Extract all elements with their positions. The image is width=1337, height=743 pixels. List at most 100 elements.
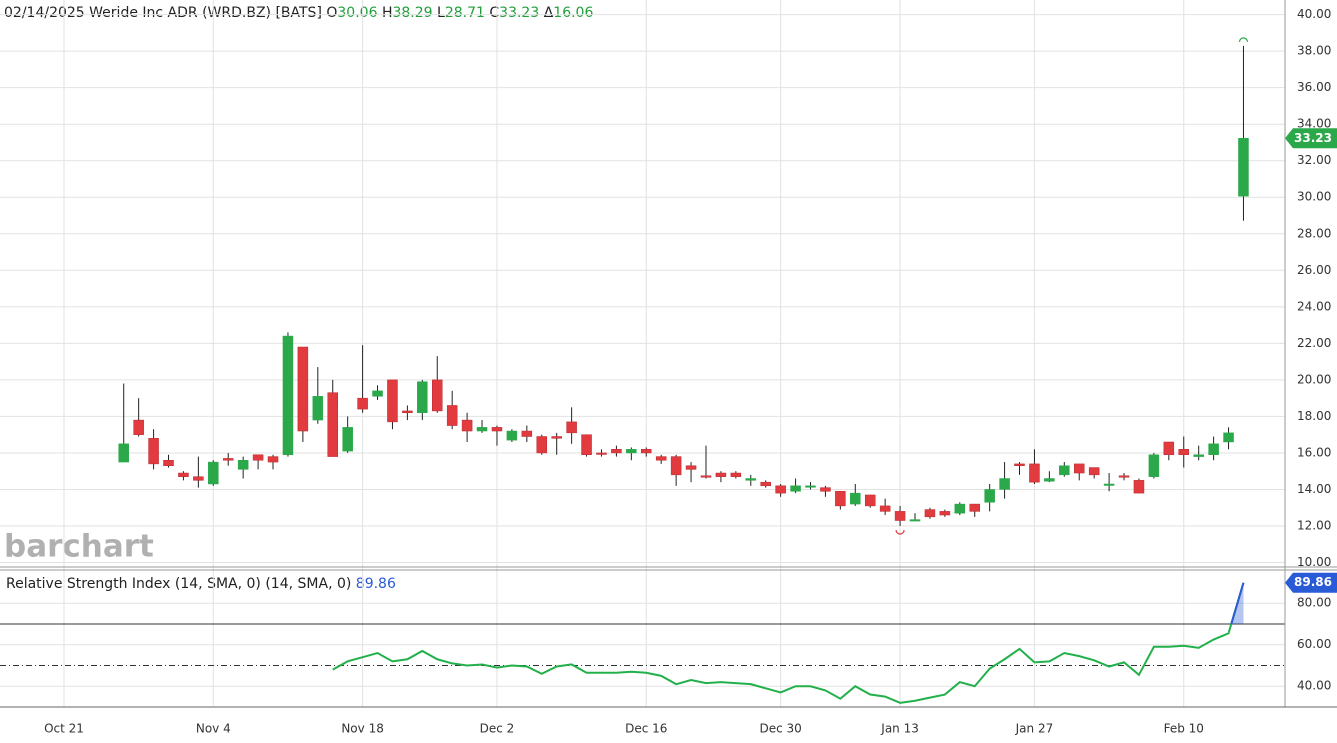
candle-body — [222, 458, 234, 461]
candle-body — [1193, 454, 1204, 457]
candle-body — [775, 485, 786, 494]
candle-body — [984, 489, 995, 503]
low-label: L — [437, 5, 445, 21]
candle-body — [417, 381, 428, 414]
close-value: 33.23 — [499, 5, 539, 21]
candle-body — [1059, 465, 1070, 476]
candle-body — [446, 405, 458, 426]
candle-body — [1029, 463, 1040, 483]
candle-body — [626, 449, 637, 454]
candle-body — [521, 430, 533, 437]
rsi-value: 89.86 — [356, 576, 396, 592]
candle-body — [267, 456, 279, 463]
candle-body — [641, 449, 652, 454]
candle-body — [237, 459, 249, 470]
x-tick-label: Dec 2 — [480, 722, 515, 736]
y-tick-label: 14.00 — [1297, 482, 1331, 496]
rsi-title: Relative Strength Index (14, SMA, 0) (14… — [6, 576, 396, 592]
candle-body — [745, 478, 757, 481]
x-tick-label: Dec 16 — [625, 722, 667, 736]
candle-body — [1238, 138, 1249, 197]
candle-body — [581, 434, 592, 456]
candle-body — [760, 481, 771, 487]
candle-body — [1088, 467, 1100, 476]
candle-body — [879, 505, 891, 512]
x-tick-label: Nov 4 — [196, 722, 231, 736]
candle-body — [835, 491, 846, 507]
y-tick-label: 10.00 — [1297, 555, 1331, 569]
candle-body — [163, 459, 174, 466]
candle-body — [476, 427, 488, 432]
candle-body — [536, 436, 548, 454]
price-badge — [1285, 128, 1337, 149]
candle-body — [999, 478, 1010, 490]
low-value: 28.71 — [445, 5, 485, 21]
date: 02/14/2025 — [4, 5, 85, 21]
candle-body — [805, 485, 816, 488]
candle-body — [432, 379, 443, 412]
close-label: C — [489, 5, 499, 21]
candle-body — [790, 485, 801, 492]
change-label: Δ — [544, 5, 554, 21]
high-label: H — [382, 5, 393, 21]
candle-body — [655, 456, 667, 461]
candle-body — [193, 476, 204, 481]
candle-body — [1103, 483, 1115, 486]
y-tick-label: 60.00 — [1297, 637, 1331, 651]
candle-body — [954, 503, 966, 514]
candle-body — [327, 392, 338, 457]
candle-body — [1118, 475, 1130, 478]
y-tick-label: 38.00 — [1297, 44, 1331, 58]
candle-body — [909, 519, 921, 522]
low-marker — [895, 529, 905, 535]
rsi-title-text: Relative Strength Index (14, SMA, 0) (14… — [6, 576, 351, 592]
x-tick-label: Feb 10 — [1164, 722, 1204, 736]
candle-body — [939, 511, 951, 516]
candle-body — [551, 436, 562, 439]
candle-body — [1208, 443, 1219, 456]
candle-body — [850, 492, 861, 505]
y-tick-label: 36.00 — [1297, 80, 1331, 94]
candle-body — [596, 452, 607, 455]
candle-body — [715, 472, 727, 477]
candle-body — [1014, 463, 1025, 466]
candle-body — [820, 487, 831, 492]
candle-body — [208, 461, 219, 485]
y-tick-label: 26.00 — [1297, 263, 1331, 277]
instrument: Weride Inc ADR (WRD.BZ) [BATS] — [89, 5, 322, 21]
price-badge-label: 33.23 — [1294, 131, 1332, 145]
candle-body — [566, 421, 577, 434]
header: 02/14/2025 Weride Inc ADR (WRD.BZ) [BATS… — [4, 5, 593, 21]
high-marker — [1238, 37, 1249, 42]
open-label: O — [326, 5, 337, 21]
y-tick-label: 80.00 — [1297, 596, 1331, 610]
y-tick-label: 40.00 — [1297, 679, 1331, 693]
candle-body — [148, 438, 159, 465]
x-tick-label: Nov 18 — [341, 722, 384, 736]
open-value: 30.06 — [337, 5, 377, 21]
candle-body — [491, 427, 503, 432]
y-tick-label: 20.00 — [1297, 372, 1331, 386]
candle-body — [1133, 480, 1145, 494]
candle-body — [297, 346, 309, 432]
candle-body — [611, 449, 622, 454]
candle-body — [894, 511, 906, 521]
y-tick-label: 24.00 — [1297, 299, 1331, 313]
watermark: barchart — [4, 529, 154, 565]
overbought-line — [1230, 582, 1245, 624]
change-value: 16.06 — [553, 5, 593, 21]
x-tick-label: Jan 27 — [1015, 722, 1054, 736]
overbought-area — [1231, 582, 1244, 624]
y-tick-label: 18.00 — [1297, 409, 1331, 423]
x-tick-label: Oct 21 — [44, 722, 84, 736]
candle-body — [372, 390, 383, 397]
y-tick-label: 12.00 — [1297, 518, 1331, 532]
candle-body — [118, 443, 129, 463]
x-tick-label: Jan 13 — [880, 722, 919, 736]
candle-body — [342, 427, 353, 452]
candle-body — [1163, 441, 1175, 456]
candle-body — [387, 379, 398, 423]
candle-body — [670, 456, 682, 476]
candle-body — [312, 396, 324, 421]
